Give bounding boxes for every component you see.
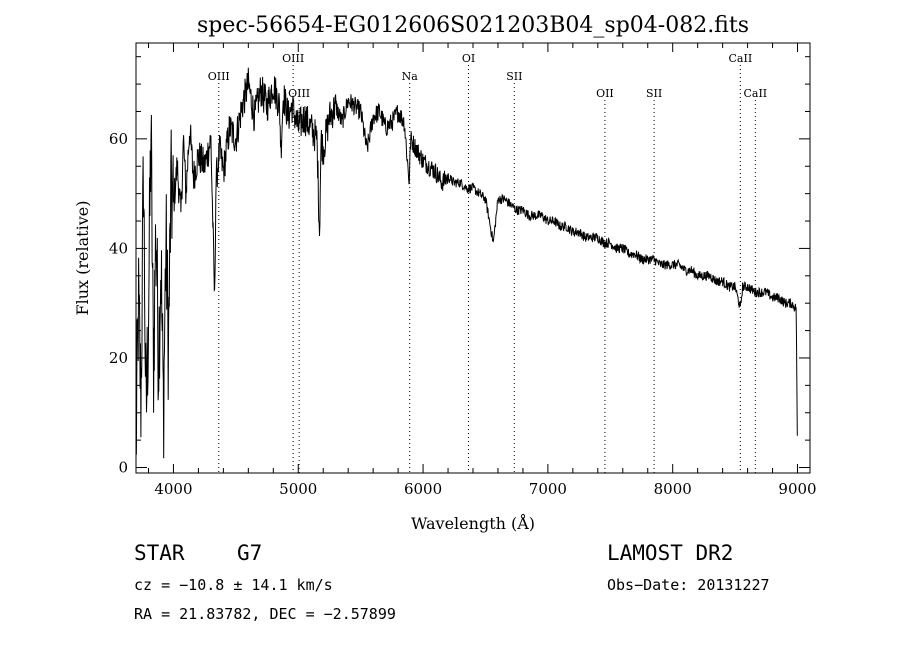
line-label-2: OIII bbox=[288, 87, 310, 100]
x-tick-label-5: 9000 bbox=[778, 480, 816, 498]
line-label-7: SII bbox=[646, 87, 662, 100]
coordinates: RA = 21.83782, DEC = −2.57899 bbox=[134, 605, 396, 623]
y-tick-label-0: 0 bbox=[118, 459, 128, 477]
y-tick-label-3: 60 bbox=[109, 130, 128, 148]
line-label-3: Na bbox=[402, 70, 419, 83]
line-label-0: OIII bbox=[208, 70, 230, 83]
x-tick-label-0: 4000 bbox=[154, 480, 192, 498]
obs-date: Obs−Date: 20131227 bbox=[607, 576, 770, 594]
line-label-1: OIII bbox=[282, 52, 304, 65]
x-tick-label-1: 5000 bbox=[279, 480, 317, 498]
redshift-text: cz = −10.8 ± 14.1 km/s bbox=[134, 576, 333, 594]
line-label-6: OII bbox=[596, 87, 614, 100]
line-label-9: CaII bbox=[743, 87, 767, 100]
x-tick-label-3: 7000 bbox=[529, 480, 567, 498]
spectrum-line bbox=[135, 67, 798, 459]
y-tick-label-2: 40 bbox=[109, 239, 128, 257]
object-subclass: G7 bbox=[237, 541, 263, 565]
y-tick-label-1: 20 bbox=[109, 349, 128, 367]
x-tick-label-4: 8000 bbox=[654, 480, 692, 498]
chart-title: spec-56654-EG012606S021203B04_sp04-082.f… bbox=[197, 13, 749, 38]
line-label-4: OI bbox=[462, 52, 475, 65]
plot-frame bbox=[135, 42, 811, 474]
line-label-5: SII bbox=[506, 70, 522, 83]
x-axis-label: Wavelength (Å) bbox=[411, 513, 535, 533]
survey-name: LAMOST DR2 bbox=[607, 541, 734, 565]
y-axis-label: Flux (relative) bbox=[73, 201, 92, 316]
x-tick-label-2: 6000 bbox=[404, 480, 442, 498]
object-class: STAR bbox=[134, 541, 185, 565]
line-label-8: CaII bbox=[729, 52, 753, 65]
